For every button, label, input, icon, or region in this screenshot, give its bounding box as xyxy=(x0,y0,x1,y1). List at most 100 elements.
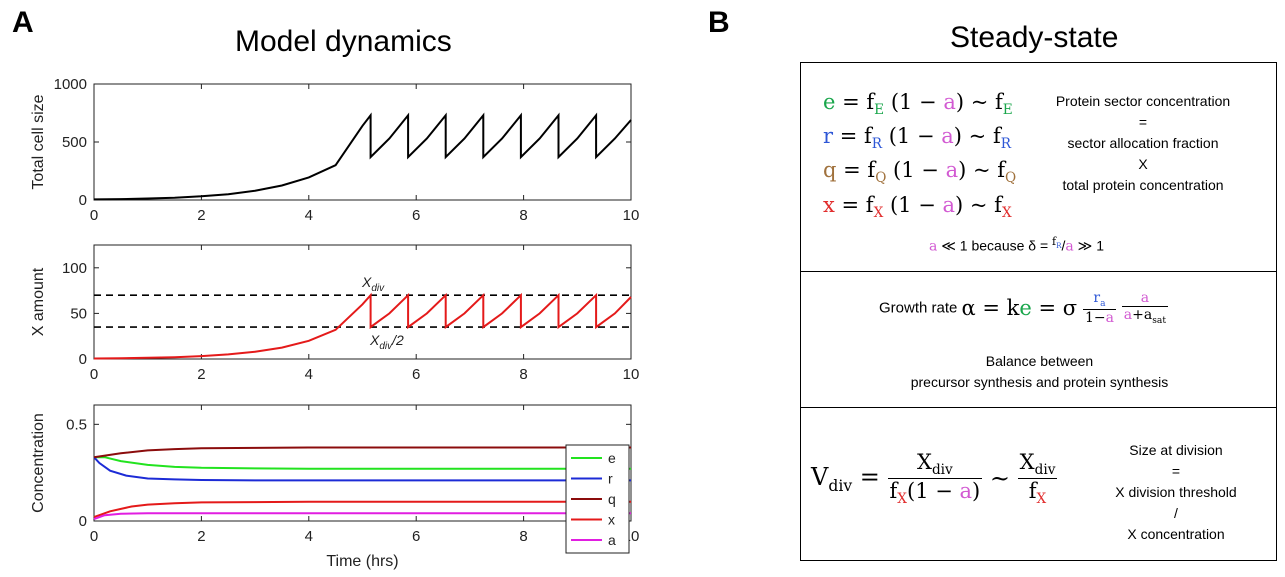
sector-equation: r = fR (1 − a) ~ fR xyxy=(823,123,1016,157)
equation-token: a xyxy=(941,124,954,149)
sector-equation: e = fE (1 − a) ~ fE xyxy=(823,89,1016,123)
growth-e: e xyxy=(1019,295,1032,320)
x-tick-label: 2 xyxy=(197,528,205,545)
den-one-minus: 1− xyxy=(1084,309,1106,326)
y-tick-label: 0.5 xyxy=(66,416,87,433)
sector-text-line: sector allocation fraction xyxy=(1067,135,1219,151)
fx-sub: X xyxy=(897,491,908,508)
equation-token: x xyxy=(823,192,835,217)
vdiv-fraction-2: Xdiv fX xyxy=(1017,450,1058,508)
den-a: a xyxy=(1105,309,1114,326)
equation-token: = xyxy=(835,90,867,114)
y-tick-label: 0 xyxy=(79,192,87,209)
equation-token: Q xyxy=(1005,170,1017,187)
y-tick-label: 0 xyxy=(79,351,87,368)
equation-token: f xyxy=(867,158,876,183)
equation-token: X xyxy=(1001,204,1012,221)
x-tick-label: 10 xyxy=(623,366,640,383)
sector-explanation: Protein sector concentration = sector allo… xyxy=(1023,91,1263,196)
vdiv-fraction-1: Xdiv fX(1 − a) xyxy=(887,450,983,508)
a-note-tail: ≫ 1 xyxy=(1073,237,1104,254)
y-axis-label: X amount xyxy=(30,267,47,336)
balance-text-line: precursor synthesis and protein synthesi… xyxy=(910,374,1169,390)
a-symbol: a xyxy=(929,238,938,255)
balance-text-line: Balance between xyxy=(985,353,1094,369)
equation-token: ~ xyxy=(963,192,995,217)
x-tick-label: 2 xyxy=(197,207,205,224)
plot-frame xyxy=(93,404,632,522)
den-one-minus-2: (1 − xyxy=(907,479,960,504)
series-line-a xyxy=(93,512,631,521)
legend-label-q: q xyxy=(608,491,616,507)
den2-sub: sat xyxy=(1152,315,1166,326)
panel-b-title: Steady-state xyxy=(950,21,1119,54)
series-line xyxy=(93,112,632,201)
legend-label-a: a xyxy=(608,532,616,548)
equation-token: f xyxy=(866,90,875,114)
equation-token: R xyxy=(1000,136,1011,153)
xdiv-X: X xyxy=(917,450,932,474)
equation-token: e xyxy=(823,90,836,114)
a-note-text: ≪ 1 because δ = xyxy=(937,237,1053,254)
alpha-k: α = k xyxy=(961,295,1020,320)
xdiv-half-label: Xdiv/2 xyxy=(369,332,404,352)
equation-token: = xyxy=(833,124,864,149)
plot-frame xyxy=(93,244,632,360)
slash-symbol: / xyxy=(1061,237,1066,254)
legend-label-r: r xyxy=(608,471,613,487)
equation-token: f xyxy=(997,158,1006,183)
series-line-q xyxy=(93,446,631,459)
x-tick-label: 4 xyxy=(305,528,313,545)
fx2-sub: X xyxy=(1036,491,1047,508)
a-fraction: a a+asat xyxy=(1121,290,1168,326)
x-tick-label: 8 xyxy=(519,366,527,383)
equation-token: (1 − xyxy=(882,124,942,149)
x-tick-label: 6 xyxy=(412,207,420,224)
num-a: a xyxy=(1140,290,1150,306)
equation-token: ) xyxy=(958,158,967,183)
ra-symbol: r xyxy=(1093,290,1101,306)
equation-token: ~ xyxy=(966,158,998,183)
growth-label: Growth rate xyxy=(879,299,962,317)
size-explanation: Size at division = X division threshold / X … xyxy=(1086,440,1266,545)
vdiv-equation: Vdiv = Xdiv fX(1 − a) ~ Xdiv fX xyxy=(811,450,1058,508)
growth-section: Growth rate α = ke = σ ra 1−a a a+asat Bal… xyxy=(801,272,1276,408)
ra-sub: a xyxy=(1100,298,1106,309)
fr-sub: R xyxy=(1056,241,1062,251)
y-axis-label: Total cell size xyxy=(30,94,47,189)
panel-a-letter: A xyxy=(12,6,34,39)
x-tick-label: 8 xyxy=(519,207,527,224)
a-condition-note: a ≪ 1 because δ = fR/a ≫ 1 xyxy=(929,235,1104,255)
x-tick-label: 0 xyxy=(90,528,98,545)
series-line xyxy=(93,292,632,360)
xdiv-sub: div xyxy=(931,462,953,479)
plot-frame xyxy=(93,83,632,201)
sector-text-line: total protein concentration xyxy=(1062,177,1224,193)
x-tick-label: 4 xyxy=(305,366,313,383)
equation-token: E xyxy=(874,102,885,119)
equation-token: f xyxy=(995,90,1003,114)
equation-token: r xyxy=(823,124,834,149)
equation-token: a xyxy=(942,192,956,217)
equation-token: f xyxy=(992,124,1001,149)
equation-token: (1 − xyxy=(884,90,944,114)
den2-plus: +a xyxy=(1132,307,1153,323)
sector-equation: q = fQ (1 − a) ~ fQ xyxy=(823,157,1016,191)
steady-state-box: e = fE (1 − a) ~ fE r = fR (1 − a) ~ fR q … xyxy=(800,62,1277,561)
balance-text: Balance between precursor synthesis and p… xyxy=(801,351,1278,393)
series-line-x xyxy=(93,500,631,519)
equation-token: = xyxy=(834,192,866,217)
equation-token: ~ xyxy=(961,124,993,149)
xdiv2-sub: div xyxy=(1034,462,1056,479)
sector-text-line: X xyxy=(1138,156,1148,172)
x-axis-label: Time (hrs) xyxy=(326,553,398,570)
y-axis-label: Concentration xyxy=(30,413,47,513)
x-tick-label: 0 xyxy=(90,207,98,224)
equation-token: ) xyxy=(955,192,964,217)
x-tick-label: 8 xyxy=(519,528,527,545)
sigma: = σ xyxy=(1031,295,1078,320)
den-close: ) xyxy=(972,479,981,504)
size-text-line: X division threshold xyxy=(1115,484,1237,500)
equation-token: ) xyxy=(955,90,965,114)
